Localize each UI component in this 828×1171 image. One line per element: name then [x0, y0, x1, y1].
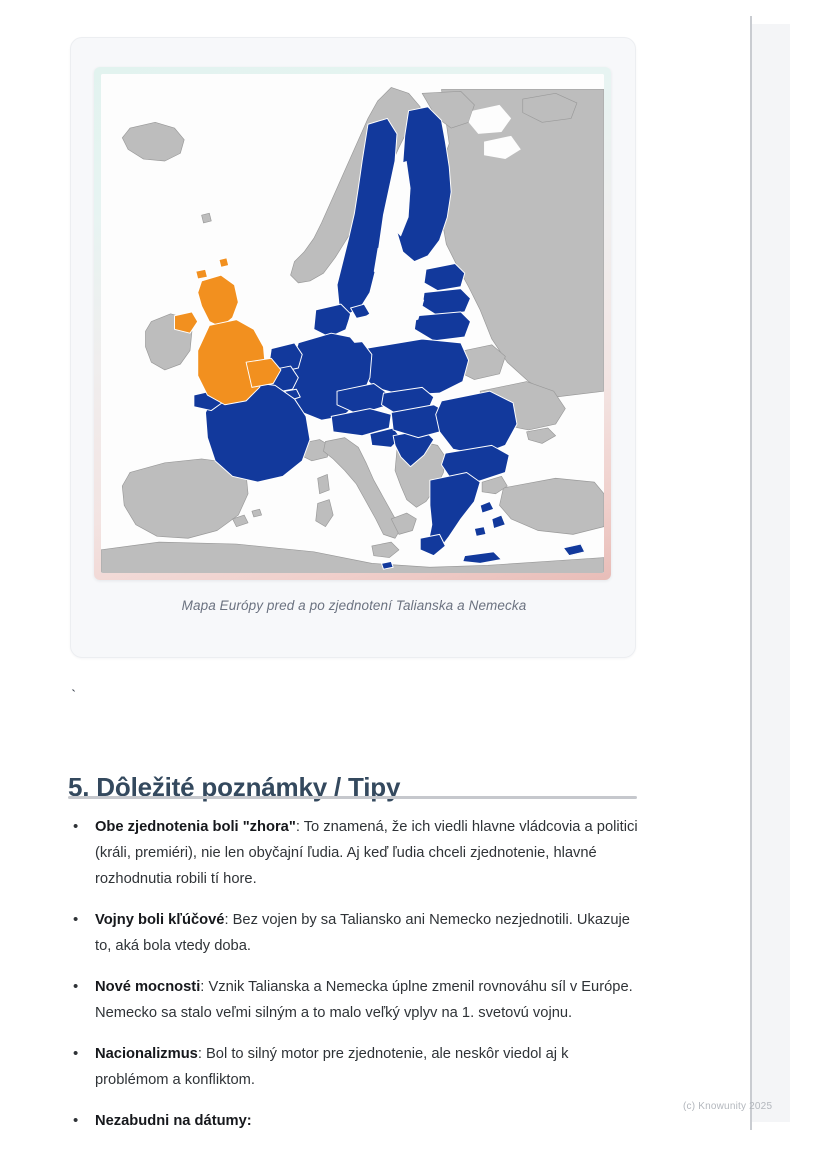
map-layer-uk [174, 257, 282, 406]
list-item: • Vojny boli kľúčové: Bez vojen by sa Ta… [68, 907, 640, 959]
list-item: • Obe zjednotenia boli "zhora": To zname… [68, 814, 640, 892]
list-item-body: : Vznik Talianska a Nemecka úplne zmenil… [95, 979, 633, 1021]
stray-backtick: ` [69, 688, 79, 705]
list-item: • Nacionalizmus: Bol to silný motor pre … [68, 1041, 640, 1093]
bullet-glyph: • [73, 911, 79, 928]
list-item-lead: Nezabudni na dátumy: [95, 1113, 252, 1129]
list-item: • Nezabudni na dátumy: [68, 1108, 640, 1134]
content-divider [750, 16, 752, 1130]
list-item-lead: Obe zjednotenia boli "zhora" [95, 819, 296, 835]
bullet-glyph: • [73, 818, 79, 835]
map-ocean-cutouts [344, 104, 521, 343]
map-layer-eu [181, 106, 586, 570]
watermark: (c) Knowunity 2025 [683, 1101, 773, 1112]
europe-map-svg [101, 74, 604, 573]
bullet-glyph: • [73, 1112, 79, 1129]
list-item-body: : Bol to silný motor pre zjednotenie, al… [95, 1046, 569, 1088]
bullet-glyph: • [73, 1045, 79, 1062]
tips-list: • Obe zjednotenia boli "zhora": To zname… [68, 814, 640, 1149]
right-side-panel [752, 24, 790, 1122]
heading-divider [68, 796, 637, 799]
document-content: Mapa Európy pred a po zjednotení Talians… [68, 37, 640, 1149]
map-layer-other [101, 87, 604, 573]
figure-card: Mapa Európy pred a po zjednotení Talians… [70, 37, 636, 658]
list-item: • Nové mocnosti: Vznik Talianska a Nemec… [68, 974, 640, 1026]
list-item-lead: Vojny boli kľúčové [95, 912, 225, 928]
list-item-lead: Nacionalizmus [95, 1046, 198, 1062]
list-item-body: : To znamená, že ich viedli hlavne vládc… [95, 819, 638, 887]
list-item-body: : Bez vojen by sa Taliansko ani Nemecko … [95, 912, 630, 954]
figure-caption: Mapa Európy pred a po zjednotení Talians… [181, 598, 527, 613]
map-frame [94, 67, 611, 580]
bullet-glyph: • [73, 978, 79, 995]
map-image [101, 74, 604, 573]
list-item-lead: Nové mocnosti [95, 979, 201, 995]
